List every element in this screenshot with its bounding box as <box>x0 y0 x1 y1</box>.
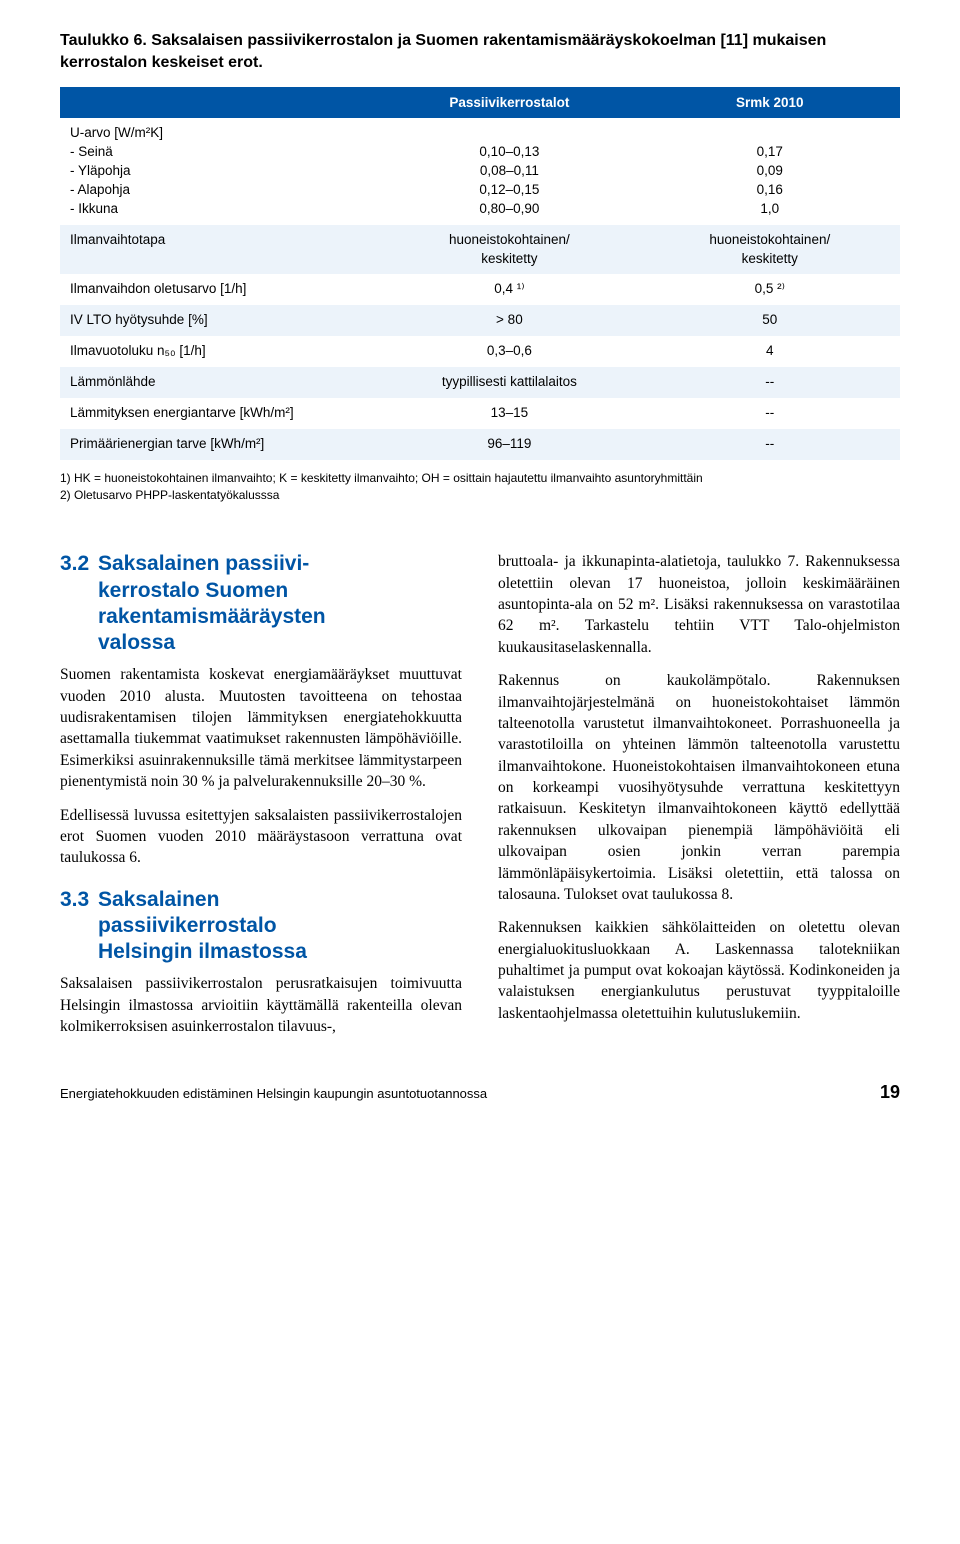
left-column: 3.2 Saksalainen passiivi-kerrostalo Suom… <box>60 551 462 1037</box>
table-cell: 0,10–0,130,08–0,110,12–0,150,80–0,90 <box>379 118 639 224</box>
table-header-row: Passiivikerrostalot Srmk 2010 <box>60 87 900 118</box>
table-row: Ilmanvaihdon oletusarvo [1/h]0,4 ¹⁾0,5 ²… <box>60 274 900 305</box>
table-footnotes: 1) HK = huoneistokohtainen ilmanvaihto; … <box>60 470 900 504</box>
table-row: IV LTO hyötysuhde [%]> 8050 <box>60 305 900 336</box>
heading-number: 3.3 <box>60 887 98 966</box>
table-row: Lämmityksen energiantarve [kWh/m²]13–15-… <box>60 398 900 429</box>
table-title: Taulukko 6. Saksalaisen passiivikerrosta… <box>60 30 900 73</box>
table-cell: Lämmönlähde <box>60 367 379 398</box>
table-row: Ilmavuotoluku n₅₀ [1/h]0,3–0,64 <box>60 336 900 367</box>
table-cell: Ilmanvaihtotapa <box>60 225 379 275</box>
heading-text: SaksalainenpassiivikerrostaloHelsingin i… <box>98 887 307 966</box>
table-cell: huoneistokohtainen/keskitetty <box>640 225 900 275</box>
body-paragraph: Rakennus on kaukolämpötalo. Rakennuksen … <box>498 670 900 905</box>
comparison-table: Passiivikerrostalot Srmk 2010 U-arvo [W/… <box>60 87 900 460</box>
table-row: U-arvo [W/m²K]- Seinä- Yläpohja- Alapohj… <box>60 118 900 224</box>
table-cell: IV LTO hyötysuhde [%] <box>60 305 379 336</box>
body-paragraph: Edellisessä luvussa esitettyjen saksalai… <box>60 805 462 869</box>
table-cell: 50 <box>640 305 900 336</box>
table-cell: Primäärienergian tarve [kWh/m²] <box>60 429 379 460</box>
table-cell: U-arvo [W/m²K]- Seinä- Yläpohja- Alapohj… <box>60 118 379 224</box>
table-cell: Ilmavuotoluku n₅₀ [1/h] <box>60 336 379 367</box>
body-paragraph: Rakennuksen kaikkien sähkölaitteiden on … <box>498 917 900 1024</box>
footer-title: Energiatehokkuuden edistäminen Helsingin… <box>60 1086 487 1101</box>
page-number: 19 <box>880 1082 900 1103</box>
footnote: 2) Oletusarvo PHPP-laskentatyökalusssa <box>60 487 900 504</box>
table-row: Primäärienergian tarve [kWh/m²]96–119-- <box>60 429 900 460</box>
body-paragraph: Suomen rakentamista koskevat energiamäär… <box>60 664 462 792</box>
body-paragraph: bruttoala- ja ikkunapinta-alatietoja, ta… <box>498 551 900 658</box>
heading-text: Saksalainen passiivi-kerrostalo Suomenra… <box>98 551 326 656</box>
table-row: Lämmönlähdetyypillisesti kattilalaitos-- <box>60 367 900 398</box>
table-cell: Lämmityksen energiantarve [kWh/m²] <box>60 398 379 429</box>
section-heading-3-2: 3.2 Saksalainen passiivi-kerrostalo Suom… <box>60 551 462 656</box>
page-footer: Energiatehokkuuden edistäminen Helsingin… <box>60 1082 900 1103</box>
table-cell: -- <box>640 367 900 398</box>
two-column-body: 3.2 Saksalainen passiivi-kerrostalo Suom… <box>60 551 900 1037</box>
footnote: 1) HK = huoneistokohtainen ilmanvaihto; … <box>60 470 900 487</box>
table-cell: 4 <box>640 336 900 367</box>
th-srmk: Srmk 2010 <box>640 87 900 118</box>
table-cell: 0,5 ²⁾ <box>640 274 900 305</box>
table-cell: tyypillisesti kattilalaitos <box>379 367 639 398</box>
table-cell: -- <box>640 398 900 429</box>
section-heading-3-3: 3.3 SaksalainenpassiivikerrostaloHelsing… <box>60 887 462 966</box>
table-cell: Ilmanvaihdon oletusarvo [1/h] <box>60 274 379 305</box>
table-cell: 96–119 <box>379 429 639 460</box>
table-cell: > 80 <box>379 305 639 336</box>
table-cell: huoneistokohtainen/keskitetty <box>379 225 639 275</box>
table-cell: -- <box>640 429 900 460</box>
th-passiivi: Passiivikerrostalot <box>379 87 639 118</box>
right-column: bruttoala- ja ikkunapinta-alatietoja, ta… <box>498 551 900 1037</box>
body-paragraph: Saksalaisen passiivikerrostalon perusrat… <box>60 973 462 1037</box>
th-empty <box>60 87 379 118</box>
table-cell: 0,4 ¹⁾ <box>379 274 639 305</box>
table-cell: 0,3–0,6 <box>379 336 639 367</box>
table-cell: 0,170,090,161,0 <box>640 118 900 224</box>
table-cell: 13–15 <box>379 398 639 429</box>
table-row: Ilmanvaihtotapahuoneistokohtainen/keskit… <box>60 225 900 275</box>
heading-number: 3.2 <box>60 551 98 656</box>
